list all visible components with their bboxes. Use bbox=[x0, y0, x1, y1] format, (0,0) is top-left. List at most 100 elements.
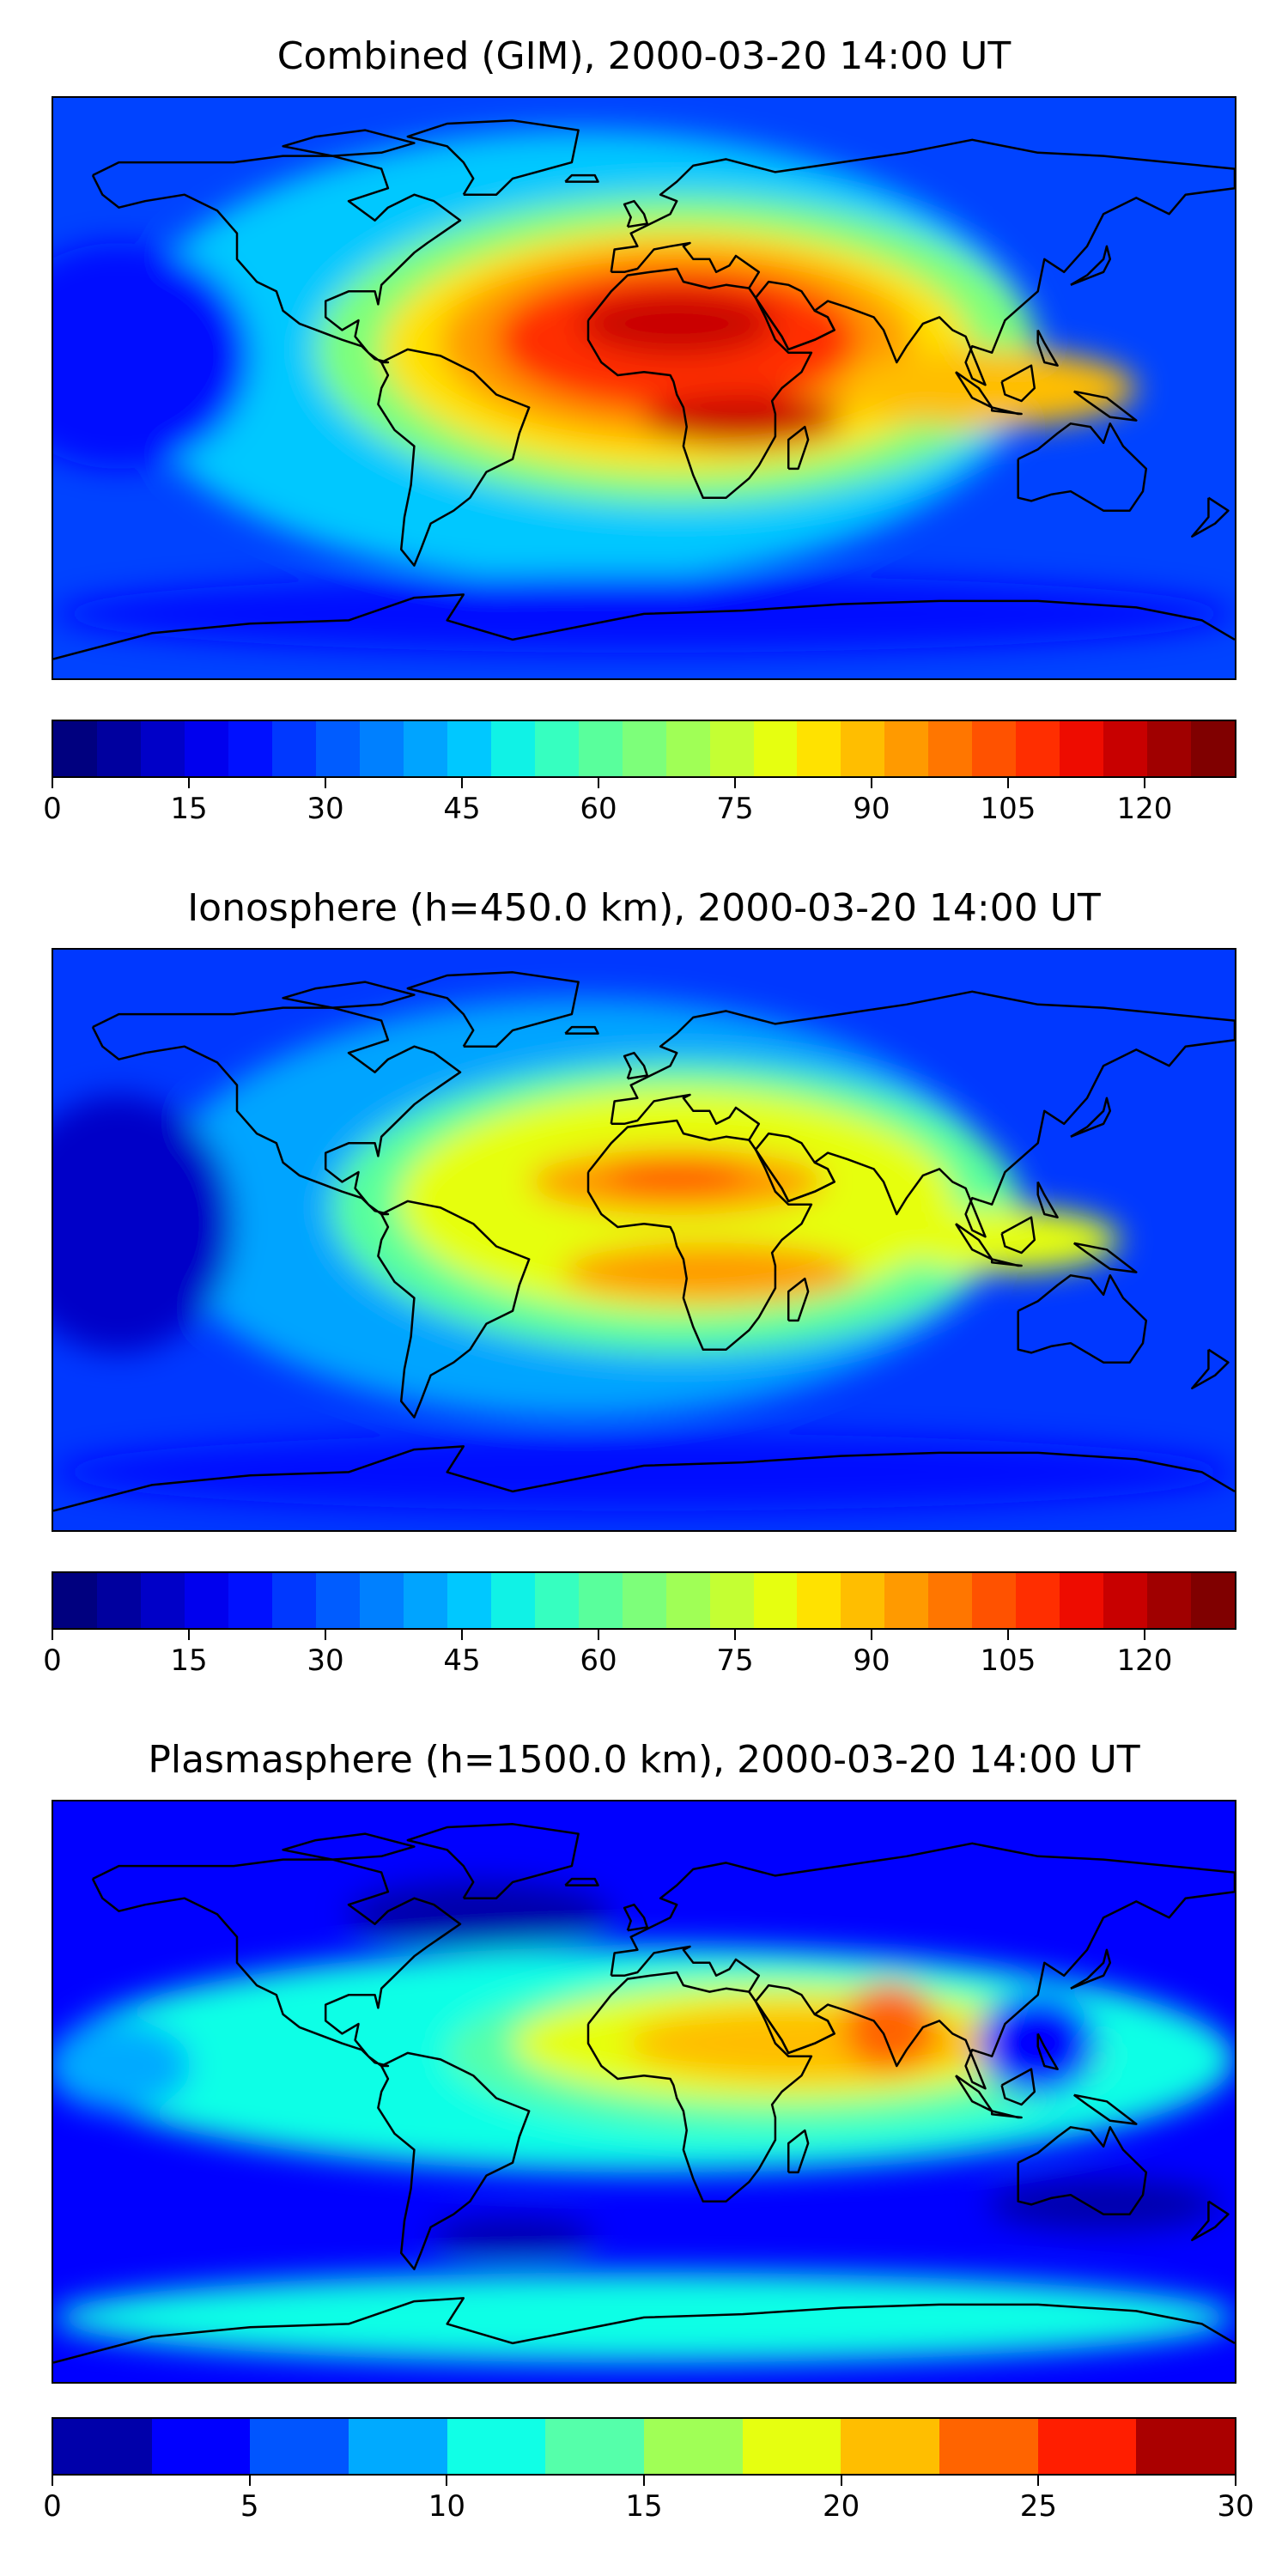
colorbar-tick-label: 75 bbox=[716, 1643, 754, 1678]
coastline bbox=[282, 981, 416, 1009]
panel-3-map bbox=[52, 1800, 1236, 2384]
colorbar-segment bbox=[534, 1573, 579, 1628]
coastline bbox=[610, 990, 1235, 1238]
colorbar-segment bbox=[359, 1573, 404, 1628]
coastline bbox=[1036, 1181, 1059, 1218]
colorbar-tick bbox=[52, 778, 53, 788]
colorbar-segment bbox=[1191, 721, 1236, 776]
colorbar-tick bbox=[734, 778, 736, 788]
colorbar-tick-label: 90 bbox=[853, 792, 890, 826]
colorbar-segment bbox=[841, 2419, 940, 2474]
coastline bbox=[91, 155, 462, 364]
panel-2-colorbar bbox=[52, 1571, 1236, 1630]
coastline bbox=[1191, 496, 1230, 538]
colorbar-segment bbox=[841, 1573, 885, 1628]
colorbar-segment bbox=[271, 721, 316, 776]
colorbar-tick-label: 30 bbox=[307, 1643, 344, 1678]
colorbar-tick-label: 60 bbox=[580, 792, 617, 826]
coastline bbox=[990, 2110, 1023, 2119]
coastline bbox=[1191, 2200, 1230, 2242]
panel-2-title: Ionosphere (h=450.0 km), 2000-03-20 14:0… bbox=[187, 886, 1101, 930]
colorbar-segment bbox=[403, 721, 447, 776]
coastline bbox=[377, 348, 531, 567]
coastline bbox=[91, 1006, 462, 1216]
colorbar-segment bbox=[403, 1573, 447, 1628]
panel-1-map-svg bbox=[53, 98, 1235, 678]
panel-1-title: Combined (GIM), 2000-03-20 14:00 UT bbox=[276, 34, 1012, 78]
colorbar-tick bbox=[1007, 778, 1009, 788]
coastline bbox=[1017, 422, 1148, 512]
coastline bbox=[91, 1858, 462, 2068]
colorbar-segment bbox=[447, 2419, 546, 2474]
colorbar-segment bbox=[709, 1573, 754, 1628]
colorbar-tick-label: 15 bbox=[625, 2489, 663, 2524]
colorbar-segment bbox=[1147, 1573, 1192, 1628]
coastline bbox=[1017, 2126, 1148, 2215]
colorbar-tick bbox=[52, 2476, 53, 2486]
coastline bbox=[53, 593, 1235, 660]
field-contour bbox=[890, 1207, 1121, 1273]
colorbar-tick-label: 0 bbox=[43, 2489, 62, 2524]
colorbar-segment bbox=[928, 721, 973, 776]
colorbar-segment bbox=[797, 721, 841, 776]
field-contour bbox=[562, 1242, 858, 1302]
coastline bbox=[1070, 245, 1112, 286]
coastline bbox=[564, 1025, 599, 1035]
colorbar-segment bbox=[742, 2419, 841, 2474]
colorbar-segment bbox=[315, 721, 360, 776]
panel-3-colorbar-ticks: 0 5 10 15 20 25 30 bbox=[43, 2476, 1255, 2527]
colorbar-segment bbox=[1060, 721, 1104, 776]
colorbar-segment bbox=[1103, 1573, 1148, 1628]
coastline bbox=[1072, 1242, 1138, 1273]
colorbar-segment bbox=[578, 721, 623, 776]
coastline bbox=[282, 129, 416, 157]
coastline bbox=[1017, 1274, 1148, 1364]
colorbar-tick bbox=[598, 1630, 599, 1640]
panel-1-colorbar bbox=[52, 720, 1236, 778]
field-contour bbox=[53, 1095, 234, 1353]
field-contour bbox=[53, 1433, 1235, 1511]
colorbar-segment bbox=[228, 721, 272, 776]
colorbar-segment bbox=[151, 2419, 251, 2474]
coastline bbox=[406, 119, 580, 196]
colorbar-tick bbox=[446, 2476, 448, 2486]
colorbar-segment bbox=[1037, 2419, 1137, 2474]
coastline bbox=[564, 173, 599, 183]
colorbar-segment bbox=[228, 1573, 272, 1628]
colorbar-segment bbox=[1147, 721, 1192, 776]
colorbar-tick-label: 25 bbox=[1019, 2489, 1057, 2524]
colorbar-segment bbox=[250, 2419, 349, 2474]
colorbar-segment bbox=[622, 721, 666, 776]
colorbar-tick-label: 105 bbox=[980, 792, 1036, 826]
coastline bbox=[377, 2051, 531, 2270]
coastline bbox=[53, 1445, 1235, 1512]
colorbar-segment bbox=[53, 1573, 97, 1628]
colorbar-segment bbox=[578, 1573, 623, 1628]
coastline bbox=[787, 1277, 810, 1322]
colorbar-segment bbox=[884, 1573, 929, 1628]
colorbar-segment bbox=[534, 721, 579, 776]
colorbar-tick bbox=[871, 1630, 872, 1640]
colorbar-tick-label: 120 bbox=[1116, 1643, 1173, 1678]
coastline bbox=[586, 267, 813, 499]
colorbar-segment bbox=[184, 721, 228, 776]
colorbar-tick bbox=[52, 1630, 53, 1640]
colorbar-segment bbox=[797, 1573, 841, 1628]
field-contour bbox=[53, 2020, 191, 2111]
colorbar-segment bbox=[665, 1573, 710, 1628]
colorbar-segment bbox=[53, 2419, 152, 2474]
coastline bbox=[1000, 1216, 1036, 1255]
colorbar-tick bbox=[325, 778, 326, 788]
colorbar-tick bbox=[188, 1630, 190, 1640]
colorbar-tick bbox=[1007, 1630, 1009, 1640]
coastline bbox=[754, 280, 835, 351]
field-contour bbox=[430, 2217, 595, 2257]
coastline bbox=[1191, 1348, 1230, 1390]
field-contour bbox=[988, 2178, 1218, 2231]
colorbar-segment bbox=[315, 1573, 360, 1628]
coastline bbox=[1000, 2068, 1036, 2106]
coastline bbox=[282, 1832, 416, 1861]
colorbar-tick bbox=[1144, 1630, 1145, 1640]
coastline bbox=[787, 2129, 810, 2174]
colorbar-segment bbox=[1103, 721, 1148, 776]
